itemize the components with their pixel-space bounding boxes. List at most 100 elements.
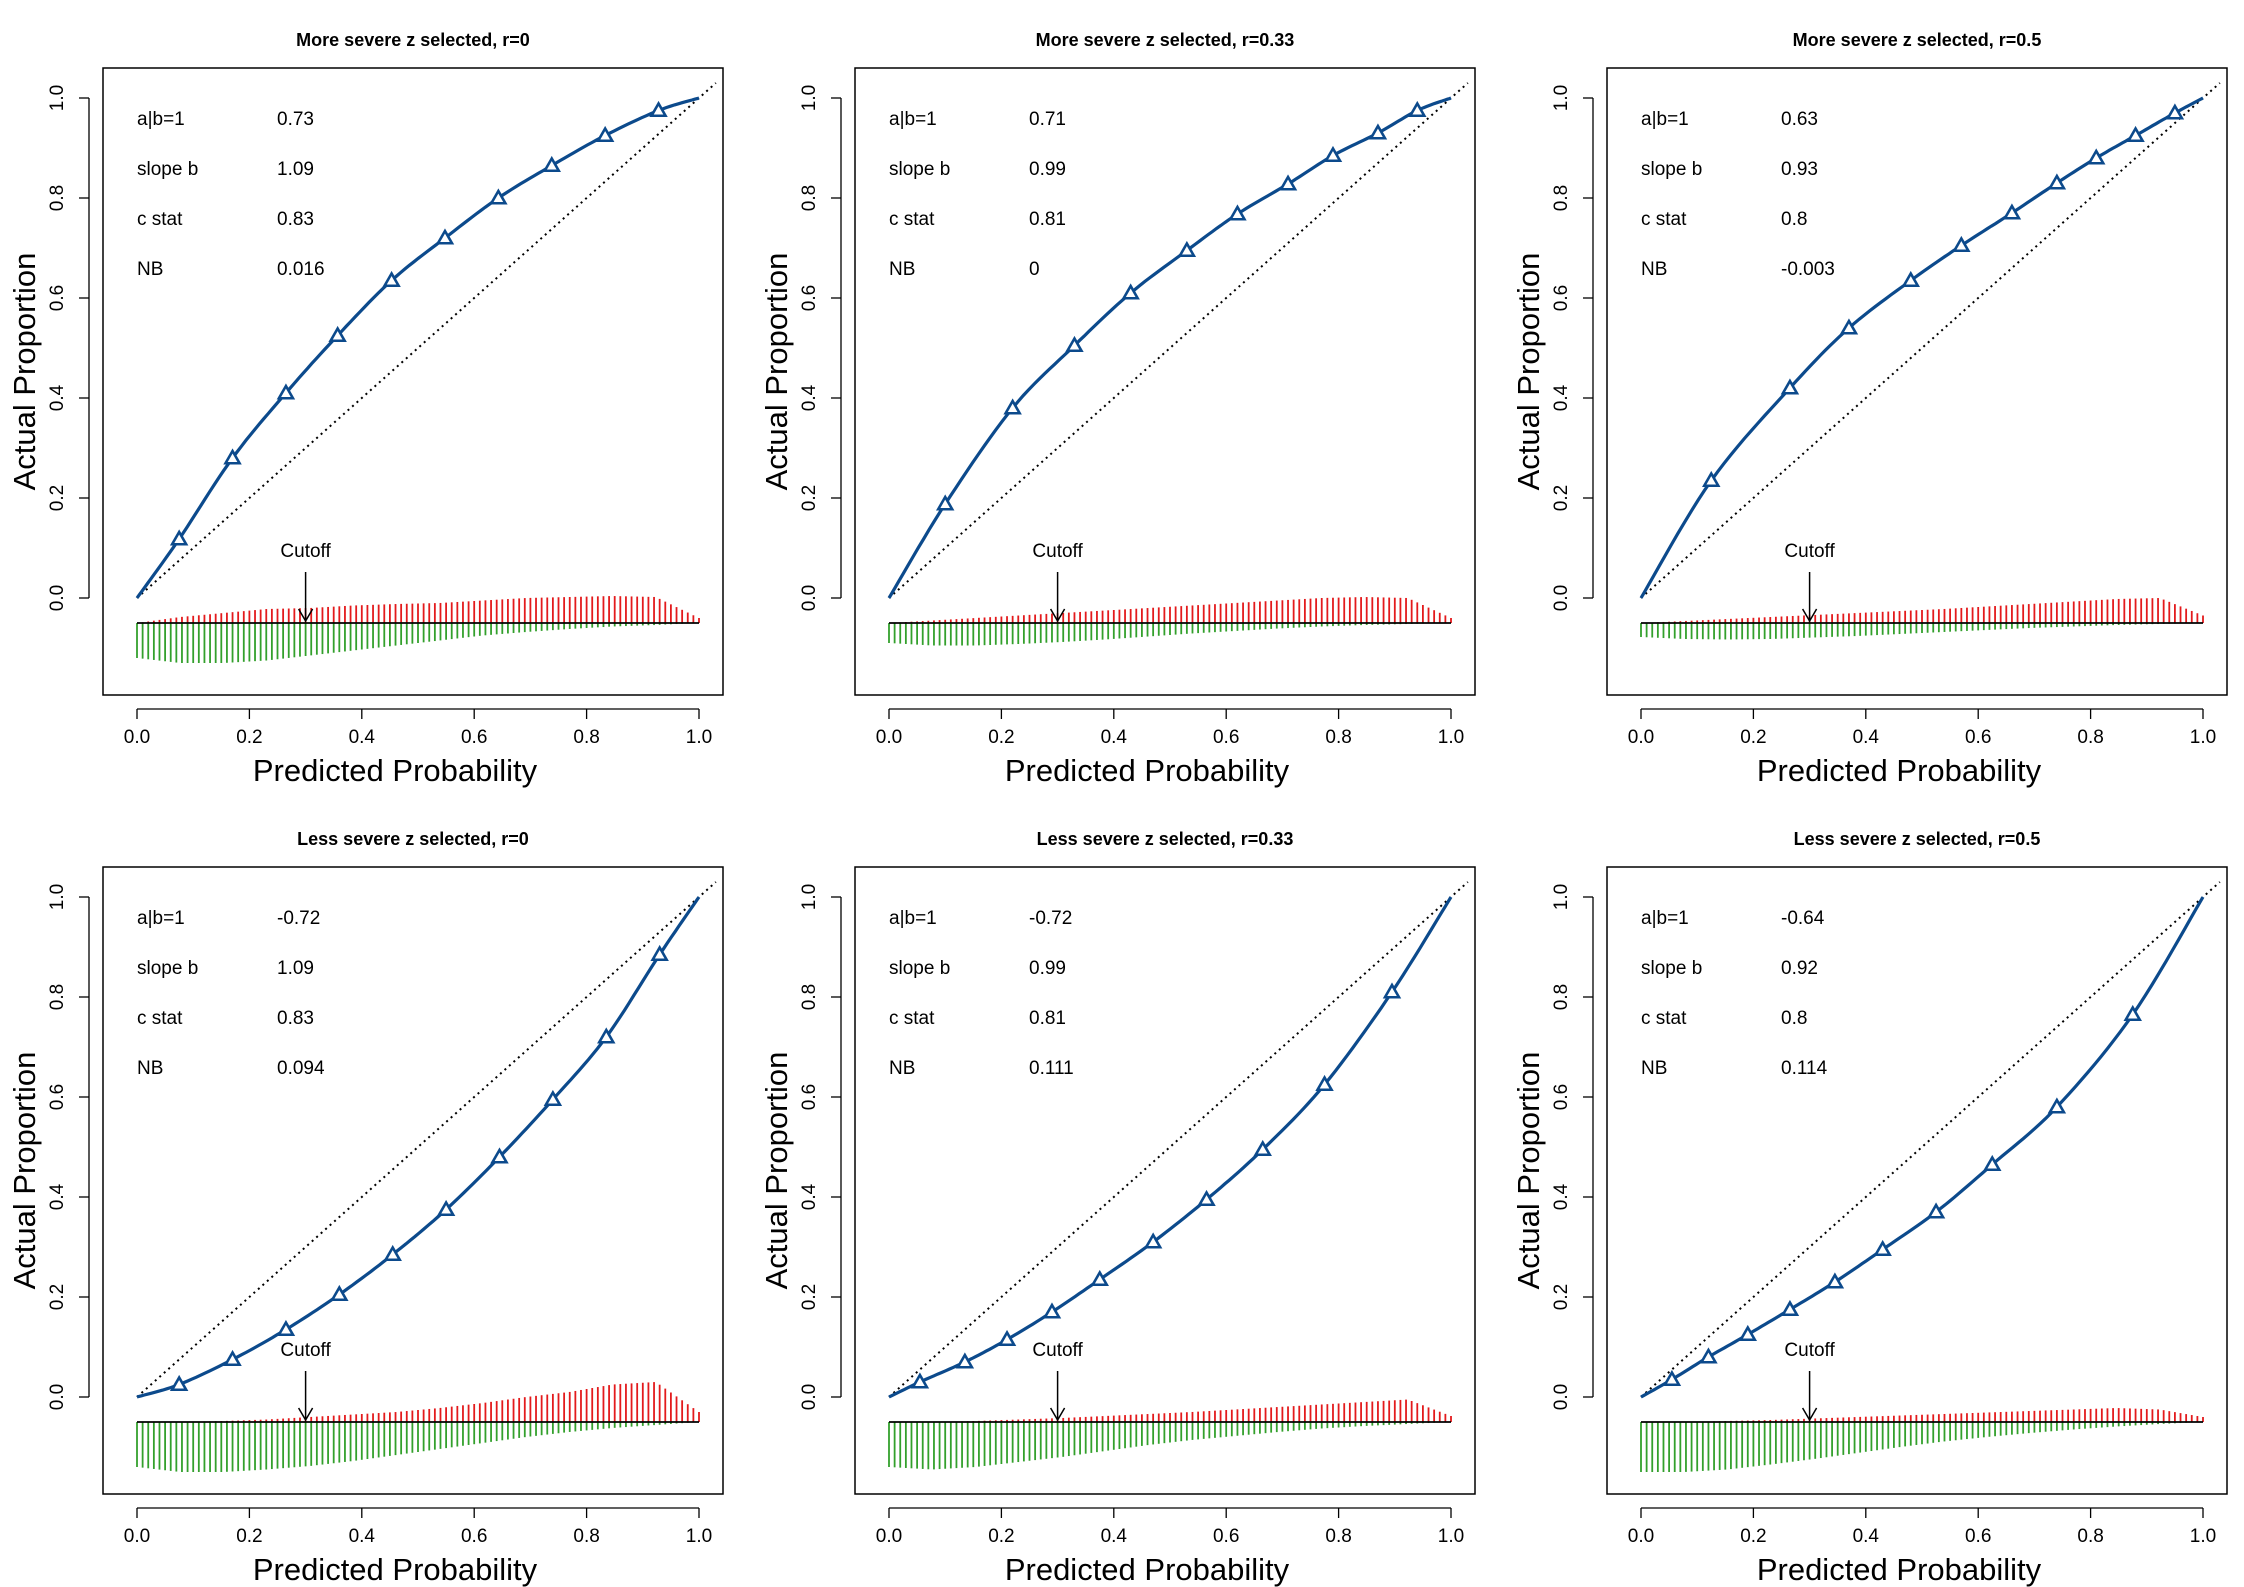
cutoff-arrow-head xyxy=(297,1407,314,1422)
y-tick-label: 0.4 xyxy=(1551,1183,1572,1210)
ideal-diagonal xyxy=(1640,82,2221,599)
y-tick-label: 0.0 xyxy=(1551,585,1572,611)
decile-marker xyxy=(276,1319,296,1337)
decile-marker xyxy=(169,529,189,546)
calibration-curve xyxy=(887,96,1452,599)
x-tick-label: 0.8 xyxy=(573,727,599,748)
decile-marker xyxy=(1382,982,1402,999)
decile-marker xyxy=(955,1352,975,1369)
x-tick-label: 0.4 xyxy=(1101,727,1128,748)
panel-title: More severe z selected, r=0.33 xyxy=(1036,30,1295,50)
stat-label: NB xyxy=(137,259,163,280)
decile-marker xyxy=(489,188,508,205)
y-tick-label: 1.0 xyxy=(799,884,820,910)
calibration-curve xyxy=(888,896,1453,1399)
decile-marker xyxy=(2047,1097,2067,1114)
decile-marker xyxy=(276,383,296,400)
x-tick-label: 0.4 xyxy=(349,1526,376,1547)
x-tick-label: 0.6 xyxy=(1213,727,1239,748)
decile-marker xyxy=(1662,1369,1682,1387)
stat-value: 0.83 xyxy=(277,209,314,230)
y-axis-label: Actual Proportion xyxy=(7,1052,42,1290)
decile-marker xyxy=(1278,174,1298,191)
panel-title: Less severe z selected, r=0.33 xyxy=(1037,829,1294,849)
y-tick-label: 0.6 xyxy=(47,285,68,311)
x-tick-label: 0.4 xyxy=(1101,1526,1128,1547)
decile-marker xyxy=(1780,1299,1800,1317)
decile-marker xyxy=(1121,283,1140,300)
stat-value: 0.81 xyxy=(1029,1008,1066,1029)
stat-label: slope b xyxy=(889,159,950,180)
decile-marker xyxy=(2086,148,2106,165)
cutoff-label: Cutoff xyxy=(280,541,331,562)
stat-value: 0.71 xyxy=(1029,109,1066,130)
decile-marker xyxy=(1228,204,1247,221)
x-tick-label: 0.0 xyxy=(124,1526,150,1547)
x-tick-label: 0.6 xyxy=(461,727,487,748)
decile-marker xyxy=(1143,1232,1163,1249)
y-tick-label: 1.0 xyxy=(799,85,820,111)
y-tick-label: 0.4 xyxy=(47,384,68,411)
y-tick-label: 0.8 xyxy=(799,984,820,1010)
decile-marker xyxy=(490,1147,509,1164)
cutoff-arrow-head xyxy=(1049,1407,1066,1422)
y-tick-label: 0.4 xyxy=(799,384,820,411)
decile-marker xyxy=(330,1284,349,1302)
y-tick-label: 0.2 xyxy=(47,485,68,511)
stat-label: slope b xyxy=(889,958,950,979)
ideal-diagonal xyxy=(888,881,1469,1398)
y-tick-label: 1.0 xyxy=(1551,85,1572,111)
stat-value: 1.09 xyxy=(277,958,314,979)
decile-marker xyxy=(595,125,615,143)
stat-label: c stat xyxy=(889,209,935,230)
y-tick-label: 1.0 xyxy=(1551,884,1572,910)
stat-label: a|b=1 xyxy=(137,908,185,929)
x-tick-label: 0.4 xyxy=(349,727,376,748)
decile-marker xyxy=(2165,103,2185,120)
stat-label: c stat xyxy=(1641,209,1687,230)
y-tick-label: 0.0 xyxy=(47,1384,68,1410)
y-tick-label: 1.0 xyxy=(47,85,68,111)
stat-label: a|b=1 xyxy=(137,109,185,130)
x-tick-label: 0.2 xyxy=(988,727,1014,748)
cutoff-label: Cutoff xyxy=(1784,1340,1835,1361)
cutoff-label: Cutoff xyxy=(280,1340,331,1361)
y-tick-label: 0.4 xyxy=(1551,384,1572,411)
decile-marker xyxy=(1825,1272,1845,1289)
stat-value: -0.72 xyxy=(1029,908,1072,929)
y-tick-label: 0.8 xyxy=(799,185,820,211)
calibration-panel: Less severe z selected, r=0.5 0.0 0.2 0.4 0.… xyxy=(1511,829,2228,1587)
stat-label: c stat xyxy=(137,1008,183,1029)
y-axis-label: Actual Proportion xyxy=(1511,253,1546,491)
decile-marker xyxy=(1926,1202,1946,1219)
x-tick-label: 0.8 xyxy=(1325,1526,1351,1547)
decile-marker xyxy=(1901,270,1921,288)
x-axis-label: Predicted Probability xyxy=(1757,753,2042,788)
x-tick-label: 0.6 xyxy=(1965,727,1991,748)
decile-marker xyxy=(1952,235,1971,253)
decile-marker xyxy=(1042,1302,1062,1319)
decile-marker xyxy=(910,1372,930,1389)
x-tick-label: 0.8 xyxy=(573,1526,599,1547)
x-tick-label: 0.0 xyxy=(1628,727,1654,748)
stat-label: slope b xyxy=(1641,159,1702,180)
cutoff-label: Cutoff xyxy=(1032,541,1083,562)
decile-marker xyxy=(650,944,669,962)
stat-label: NB xyxy=(1641,259,1667,280)
stat-label: c stat xyxy=(889,1008,935,1029)
stat-label: NB xyxy=(889,259,915,280)
stat-value: 0.92 xyxy=(1781,958,1818,979)
decile-marker xyxy=(1090,1269,1109,1287)
decile-marker xyxy=(436,1199,456,1217)
stat-value: 1.09 xyxy=(277,159,314,180)
x-tick-label: 0.8 xyxy=(2077,1526,2103,1547)
x-tick-label: 0.2 xyxy=(988,1526,1014,1547)
stat-value: 0.99 xyxy=(1029,958,1066,979)
calibration-panel: Less severe z selected, r=0.33 0.0 0.2 0.4 0… xyxy=(759,829,1476,1587)
plot-frame xyxy=(1606,67,2228,696)
plot-frame xyxy=(854,866,1476,1495)
stat-value: 0 xyxy=(1029,259,1040,280)
decile-marker xyxy=(935,494,955,511)
y-tick-label: 0.4 xyxy=(47,1183,68,1210)
stat-value: -0.64 xyxy=(1781,908,1825,929)
